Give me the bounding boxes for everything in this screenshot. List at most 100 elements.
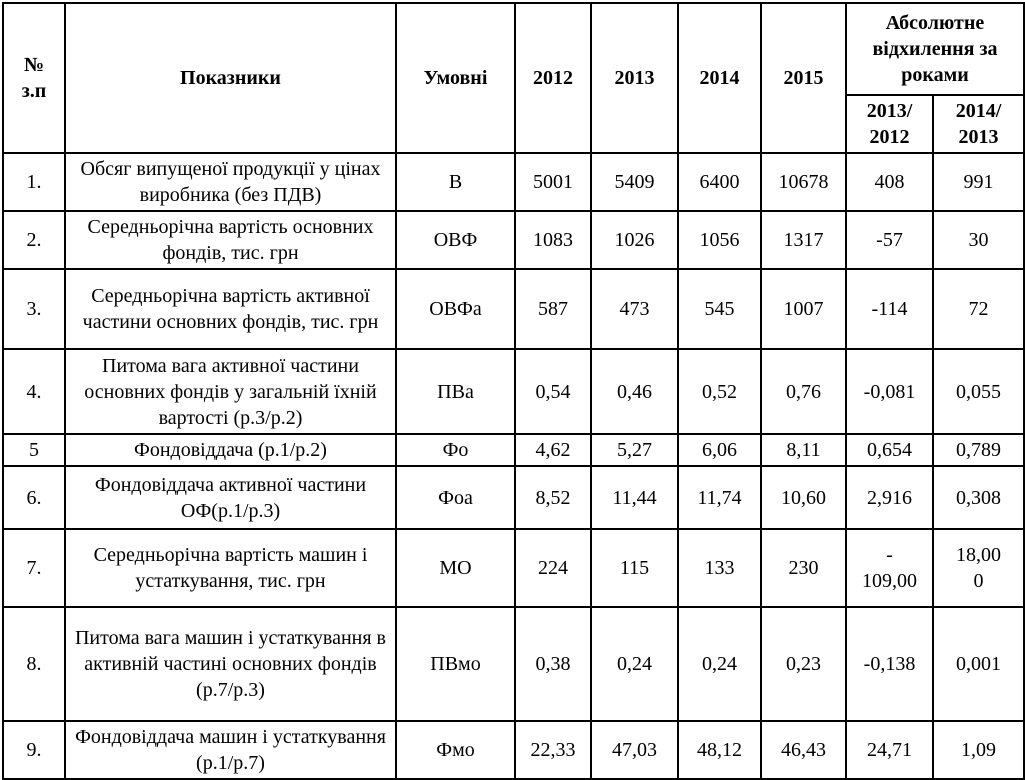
indicator-cell: Середньорічна вартість активної частини … xyxy=(64,268,397,350)
value-2013-cell: 5409 xyxy=(590,152,679,212)
table-row: 2. Середньорічна вартість основних фонді… xyxy=(2,210,1025,270)
value-2014-cell: 0,24 xyxy=(677,606,762,722)
value-2015-cell: 10,60 xyxy=(760,465,847,530)
indicator-cell: Середньорічна вартість основних фондів, … xyxy=(64,210,397,270)
deviation-2013-2012-cell: -57 xyxy=(845,210,934,270)
deviation-2013-2012-cell: -0,138 xyxy=(845,606,934,722)
value-2015-cell: 46,43 xyxy=(760,720,847,780)
row-number-cell: 2. xyxy=(2,210,66,270)
indicator-cell: Обсяг випущеної продукції у цінах виробн… xyxy=(64,152,397,212)
row-number-cell: 9. xyxy=(2,720,66,780)
value-2012-cell: 0,38 xyxy=(514,606,592,722)
symbol-cell: ПВмо xyxy=(395,606,516,722)
indicator-cell: Питома вага машин і устаткування в актив… xyxy=(64,606,397,722)
value-2015-cell: 230 xyxy=(760,528,847,608)
deviation-2013-2012-cell: -114 xyxy=(845,268,934,350)
header-indicators: Показники xyxy=(64,2,397,154)
deviation-2013-2012-cell: 2,916 xyxy=(845,465,934,530)
header-row-number: № з.п xyxy=(2,2,66,154)
value-2015-cell: 1007 xyxy=(760,268,847,350)
indicator-cell: Питома вага активної частини основних фо… xyxy=(64,348,397,435)
value-2014-cell: 133 xyxy=(677,528,762,608)
value-2014-cell: 545 xyxy=(677,268,762,350)
symbol-cell: МО xyxy=(395,528,516,608)
indicator-cell: Середньорічна вартість машин і устаткува… xyxy=(64,528,397,608)
value-2014-cell: 1056 xyxy=(677,210,762,270)
deviation-2014-2013-cell: 0,789 xyxy=(932,433,1025,467)
table-body: 1. Обсяг випущеної продукції у цінах вир… xyxy=(2,152,1025,780)
deviation-2014-2013-cell: 0,308 xyxy=(932,465,1025,530)
header-deviation-2014-2013: 2014/ 2013 xyxy=(932,94,1025,154)
value-2013-cell: 47,03 xyxy=(590,720,679,780)
row-number-cell: 4. xyxy=(2,348,66,435)
value-2013-cell: 473 xyxy=(590,268,679,350)
table-row: 9. Фондовіддача машин і устаткування (р.… xyxy=(2,720,1025,780)
header-deviation-2013-2012: 2013/ 2012 xyxy=(845,94,934,154)
value-2014-cell: 11,74 xyxy=(677,465,762,530)
value-2012-cell: 22,33 xyxy=(514,720,592,780)
value-2012-cell: 8,52 xyxy=(514,465,592,530)
value-2015-cell: 0,23 xyxy=(760,606,847,722)
value-2012-cell: 5001 xyxy=(514,152,592,212)
deviation-2013-2012-cell: 24,71 xyxy=(845,720,934,780)
value-2012-cell: 4,62 xyxy=(514,433,592,467)
value-2013-cell: 5,27 xyxy=(590,433,679,467)
row-number-cell: 5 xyxy=(2,433,66,467)
deviation-2013-2012-cell: -0,081 xyxy=(845,348,934,435)
indicator-cell: Фондовіддача машин і устаткування (р.1/р… xyxy=(64,720,397,780)
value-2012-cell: 224 xyxy=(514,528,592,608)
table-row: 6. Фондовіддача активної частини ОФ(р.1/… xyxy=(2,465,1025,530)
row-number-cell: 7. xyxy=(2,528,66,608)
indicator-cell: Фондовіддача активної частини ОФ(р.1/р.3… xyxy=(64,465,397,530)
symbol-cell: ПВа xyxy=(395,348,516,435)
value-2013-cell: 1026 xyxy=(590,210,679,270)
symbol-cell: ОВФа xyxy=(395,268,516,350)
value-2013-cell: 0,46 xyxy=(590,348,679,435)
header-symbols: Умовні xyxy=(395,2,516,154)
value-2015-cell: 1317 xyxy=(760,210,847,270)
value-2013-cell: 0,24 xyxy=(590,606,679,722)
row-number-cell: 8. xyxy=(2,606,66,722)
deviation-2014-2013-cell: 991 xyxy=(932,152,1025,212)
table-header: № з.п Показники Умовні 2012 2013 2014 20… xyxy=(2,2,1025,154)
value-2014-cell: 0,52 xyxy=(677,348,762,435)
table-row: 4. Питома вага активної частини основних… xyxy=(2,348,1025,435)
deviation-2014-2013-cell: 18,00 0 xyxy=(932,528,1025,608)
value-2012-cell: 0,54 xyxy=(514,348,592,435)
header-year-2012: 2012 xyxy=(514,2,592,154)
deviation-2014-2013-cell: 72 xyxy=(932,268,1025,350)
header-year-2015: 2015 xyxy=(760,2,847,154)
value-2012-cell: 1083 xyxy=(514,210,592,270)
header-year-2014: 2014 xyxy=(677,2,762,154)
value-2015-cell: 0,76 xyxy=(760,348,847,435)
symbol-cell: Фоа xyxy=(395,465,516,530)
table-row: 1. Обсяг випущеної продукції у цінах вир… xyxy=(2,152,1025,212)
value-2012-cell: 587 xyxy=(514,268,592,350)
value-2014-cell: 6400 xyxy=(677,152,762,212)
value-2015-cell: 10678 xyxy=(760,152,847,212)
value-2014-cell: 6,06 xyxy=(677,433,762,467)
header-deviation-group: Абсолютне відхилення за роками xyxy=(845,2,1025,96)
symbol-cell: Фмо xyxy=(395,720,516,780)
value-2015-cell: 8,11 xyxy=(760,433,847,467)
row-number-cell: 6. xyxy=(2,465,66,530)
row-number-cell: 3. xyxy=(2,268,66,350)
deviation-2014-2013-cell: 0,001 xyxy=(932,606,1025,722)
deviation-2014-2013-cell: 1,09 xyxy=(932,720,1025,780)
symbol-cell: В xyxy=(395,152,516,212)
deviation-2013-2012-cell: 0,654 xyxy=(845,433,934,467)
value-2013-cell: 115 xyxy=(590,528,679,608)
table-row: 7. Середньорічна вартість машин і устатк… xyxy=(2,528,1025,608)
row-number-cell: 1. xyxy=(2,152,66,212)
deviation-2013-2012-cell: - 109,00 xyxy=(845,528,934,608)
value-2014-cell: 48,12 xyxy=(677,720,762,780)
table-row: 8. Питома вага машин і устаткування в ак… xyxy=(2,606,1025,722)
value-2013-cell: 11,44 xyxy=(590,465,679,530)
indicator-cell: Фондовіддача (р.1/р.2) xyxy=(64,433,397,467)
deviation-2014-2013-cell: 0,055 xyxy=(932,348,1025,435)
symbol-cell: ОВФ xyxy=(395,210,516,270)
symbol-cell: Фо xyxy=(395,433,516,467)
deviation-2013-2012-cell: 408 xyxy=(845,152,934,212)
